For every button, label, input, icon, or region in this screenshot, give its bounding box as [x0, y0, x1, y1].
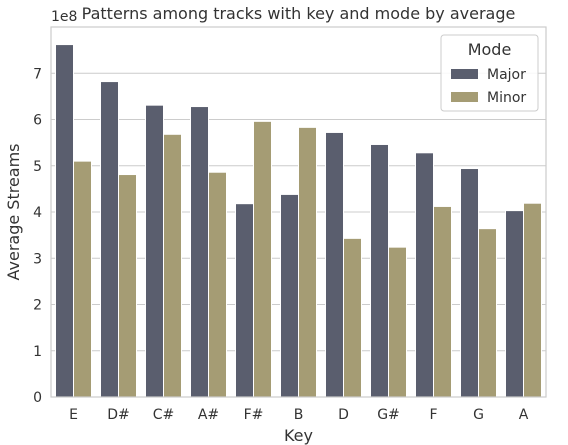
bar-minor-g — [478, 228, 497, 398]
legend-items: Major Minor — [451, 67, 526, 106]
bar-major-dsharp — [100, 81, 119, 398]
x-tick-labels: E D# C# A# F# B D G# F G A — [69, 407, 529, 423]
y-tick-labels: 0 1 2 3 4 5 6 7 — [33, 66, 42, 406]
bar-minor-asharp — [208, 171, 227, 398]
x-tick-label: B — [294, 407, 304, 423]
y-axis-exponent: 1e8 — [51, 9, 77, 25]
legend: Mode Major Minor — [440, 34, 539, 112]
bar-major-gsharp — [370, 143, 389, 398]
x-tick-label: E — [69, 407, 78, 423]
y-tick-label: 7 — [33, 66, 42, 82]
bar-minor-gsharp — [388, 246, 407, 398]
x-tick-label: D — [338, 407, 349, 423]
legend-title: Mode — [468, 40, 512, 59]
bar-minor-a — [523, 202, 542, 398]
bar-minor-dsharp — [118, 174, 137, 398]
bar-major-f — [415, 152, 434, 398]
y-tick-label: 3 — [33, 251, 42, 267]
x-tick-label: G — [473, 407, 484, 423]
x-tick-label: A — [519, 407, 529, 423]
y-tick-label: 1 — [33, 344, 42, 360]
bar-major-g — [460, 168, 479, 398]
bar-minor-f — [433, 205, 452, 398]
bar-minor-fsharp — [253, 120, 272, 398]
legend-swatch-minor — [451, 92, 478, 102]
x-tick-label: A# — [198, 407, 219, 423]
bar-major-a — [505, 210, 524, 398]
x-tick-label: F# — [244, 407, 264, 423]
y-tick-label: 0 — [33, 390, 42, 406]
x-tick-label: D# — [107, 407, 130, 423]
y-tick-label: 5 — [33, 159, 42, 175]
bar-major-d — [325, 131, 344, 398]
bar-major-asharp — [190, 106, 209, 398]
y-tick-label: 6 — [33, 113, 42, 129]
bar-minor-e — [73, 160, 92, 398]
bar-major-csharp — [145, 104, 164, 398]
bar-minor-b — [298, 126, 317, 398]
legend-label-minor: Minor — [487, 90, 526, 106]
y-axis-label: Average Streams — [4, 143, 23, 280]
x-axis-label: Key — [284, 426, 313, 445]
y-tick-label: 4 — [33, 205, 42, 221]
legend-label-major: Major — [487, 67, 526, 83]
x-tick-label: F — [429, 407, 437, 423]
bar-major-e — [55, 44, 74, 398]
x-tick-label: G# — [377, 407, 400, 423]
bar-major-b — [280, 193, 299, 398]
bar-major-fsharp — [235, 203, 254, 398]
y-tick-label: 2 — [33, 298, 42, 314]
bar-minor-csharp — [163, 133, 182, 398]
bar-minor-d — [343, 237, 362, 398]
plot-frame — [50, 26, 547, 398]
legend-swatch-major — [451, 69, 478, 79]
chart-title: Patterns among tracks with key and mode … — [82, 4, 516, 23]
x-tick-label: C# — [153, 407, 175, 423]
